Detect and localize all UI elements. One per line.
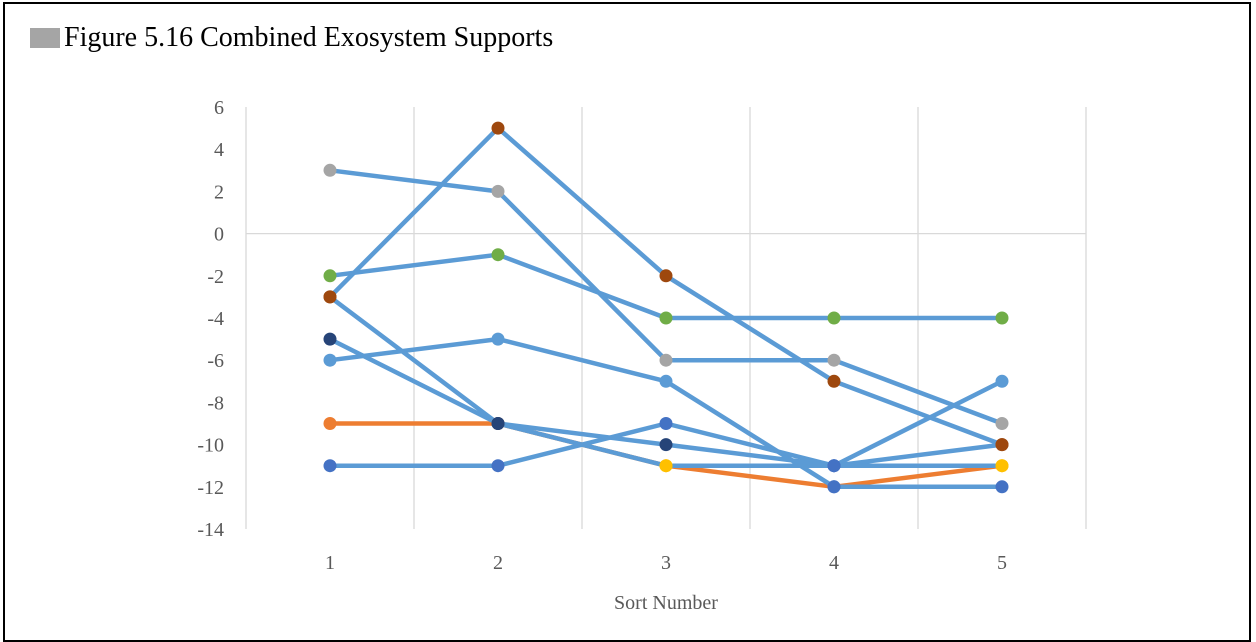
data-point (323, 290, 337, 304)
figure-title: Figure 5.16 Combined Exosystem Supports (64, 22, 554, 53)
data-point (995, 417, 1009, 430)
data-point (995, 311, 1009, 325)
data-point (323, 353, 337, 367)
data-point (323, 163, 337, 177)
x-axis-title: Sort Number (614, 592, 718, 614)
x-tick-label: 5 (997, 552, 1007, 574)
data-point (827, 480, 841, 494)
data-point (827, 353, 841, 367)
data-point (827, 311, 841, 325)
caption-marker (30, 28, 60, 48)
data-point (659, 374, 673, 388)
y-tick-label: 0 (214, 224, 224, 246)
series-line-3 (327, 125, 1005, 447)
data-point (995, 480, 1009, 494)
y-tick-label: -4 (207, 308, 224, 330)
data-point (491, 248, 505, 262)
data-point (995, 374, 1009, 388)
x-tick-label: 4 (829, 552, 839, 574)
y-tick-label: -8 (207, 392, 224, 414)
y-tick-label: 4 (214, 139, 224, 161)
data-point (491, 121, 505, 135)
data-point (659, 438, 673, 452)
data-point (659, 417, 673, 430)
data-point (491, 332, 505, 346)
y-tick-label: -2 (207, 266, 224, 288)
y-tick-label: -14 (197, 519, 224, 541)
data-point (659, 353, 673, 367)
data-point (995, 438, 1009, 452)
x-tick-label: 3 (661, 552, 671, 574)
data-point (323, 417, 337, 430)
line-chart: 6 4 2 0 -2 -4 -6 -8 -10 -12 -14 1 2 3 4 5 Sort Number (197, 97, 1087, 614)
data-points (323, 121, 1009, 494)
x-tick-label: 1 (325, 552, 335, 574)
series-line-4 (327, 252, 1005, 321)
data-point (827, 459, 841, 473)
y-tick-label: 6 (214, 97, 224, 119)
data-point (659, 311, 673, 325)
y-tick-label: -12 (197, 477, 224, 499)
data-point (659, 269, 673, 283)
figure-caption: Figure 5.16 Combined Exosystem Supports (30, 18, 553, 58)
data-point (659, 459, 673, 473)
data-point (491, 459, 505, 473)
tick-labels: 6 4 2 0 -2 -4 -6 -8 -10 -12 -14 1 2 3 4 5 (197, 97, 1007, 574)
data-point (827, 374, 841, 388)
data-point (323, 459, 337, 473)
data-point (491, 184, 505, 198)
y-tick-label: 2 (214, 181, 224, 203)
data-point (323, 332, 337, 346)
y-tick-label: -6 (207, 350, 224, 372)
series-lines (327, 125, 1005, 490)
y-tick-label: -10 (197, 435, 224, 457)
data-point (323, 269, 337, 283)
data-point (491, 417, 505, 430)
x-tick-label: 2 (493, 552, 503, 574)
data-point (995, 459, 1009, 473)
